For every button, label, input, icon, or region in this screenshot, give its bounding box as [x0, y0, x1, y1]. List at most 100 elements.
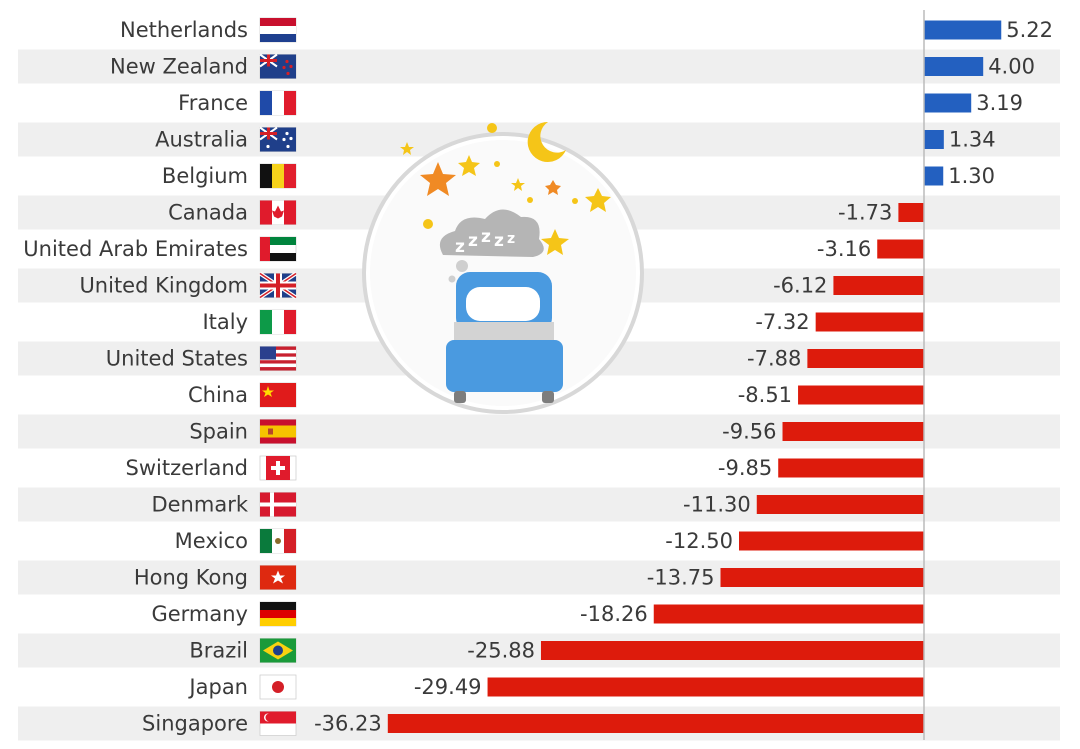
denmark-flag-icon: [259, 492, 297, 517]
bar: [778, 458, 924, 478]
bar-row-new-zealand: New Zealand 4.00: [110, 53, 1035, 79]
svg-text:z: z: [507, 231, 515, 247]
bar-row-switzerland: Switzerland -9.85: [126, 455, 924, 481]
data-label: 1.34: [949, 128, 996, 152]
category-label: Australia: [155, 128, 248, 152]
data-label: -9.85: [718, 456, 772, 480]
france-flag-icon: [259, 90, 297, 116]
data-label: -25.88: [467, 639, 535, 663]
bar: [924, 20, 1002, 40]
category-label: Canada: [168, 201, 248, 225]
singapore-flag-icon: [259, 711, 297, 736]
bar-row-spain: Spain -9.56: [189, 419, 924, 444]
data-label: -9.56: [722, 420, 776, 444]
bar-row-denmark: Denmark -11.30: [151, 492, 924, 517]
bar-row-mexico: Mexico -12.50: [175, 528, 924, 554]
belgium-flag-icon: [259, 163, 297, 189]
switzerland-flag-icon: [259, 455, 297, 481]
bar-row-singapore: Singapore -36.23: [142, 711, 924, 736]
bar: [924, 57, 984, 76]
category-label: Belgium: [162, 164, 248, 188]
australia-flag-icon: [259, 126, 297, 152]
row-band: [18, 49, 1060, 84]
svg-text:z: z: [468, 231, 478, 251]
bar-row-china: China -8.51: [188, 382, 924, 408]
category-label: Spain: [189, 420, 248, 444]
bar-row-canada: Canada -1.73: [168, 200, 924, 225]
bar-row-australia: Australia 1.34: [155, 126, 996, 152]
data-label: -13.75: [647, 566, 715, 590]
category-label: Singapore: [142, 712, 248, 736]
data-label: -12.50: [665, 529, 733, 553]
bar-row-hong-kong: Hong Kong -13.75: [134, 565, 924, 590]
category-label: Brazil: [189, 639, 248, 663]
japan-flag-icon: [259, 674, 297, 700]
data-label: -36.23: [314, 712, 382, 736]
data-label: 5.22: [1006, 18, 1053, 42]
category-label: Germany: [151, 602, 248, 626]
bar: [720, 568, 924, 587]
bar: [924, 166, 944, 186]
bar-row-united-states: United States -7.88: [106, 346, 924, 371]
uk-flag-icon: [258, 271, 298, 300]
sleeping-bed-icon: z z z z z: [362, 121, 644, 414]
bar-row-belgium: Belgium 1.30: [162, 163, 995, 189]
category-label: Mexico: [175, 529, 248, 553]
bar-row-united-kingdom: United Kingdom -6.12: [79, 271, 924, 300]
bar-row-japan: Japan -29.49: [187, 674, 924, 700]
bar-row-france: France 3.19: [178, 90, 1023, 116]
data-label: -8.51: [738, 383, 792, 407]
brazil-flag-icon: [259, 638, 297, 663]
chart-rows: Netherlands 5.22 New Zealand 4.00 France 3.19…: [23, 17, 1053, 736]
uae-flag-icon: [259, 236, 297, 262]
svg-text:z: z: [455, 237, 465, 257]
category-label: United States: [106, 347, 248, 371]
data-label: -3.16: [817, 237, 871, 261]
svg-text:z: z: [494, 231, 504, 251]
data-label: 4.00: [988, 55, 1035, 79]
data-label: -6.12: [773, 274, 827, 298]
data-label: 3.19: [976, 91, 1023, 115]
bar-row-italy: Italy -7.32: [202, 309, 924, 335]
bar: [387, 714, 924, 733]
data-label: -18.26: [580, 602, 648, 626]
usa-flag-icon: [259, 346, 297, 371]
bar: [756, 495, 924, 514]
bar-row-netherlands: Netherlands 5.22: [120, 17, 1053, 43]
category-label: Switzerland: [126, 456, 249, 480]
category-label: Hong Kong: [134, 566, 248, 590]
new-zealand-flag-icon: [259, 53, 297, 79]
bar: [924, 93, 972, 113]
hong-kong-flag-icon: [259, 565, 297, 590]
category-label: New Zealand: [110, 55, 248, 79]
category-label: France: [178, 91, 248, 115]
category-label: China: [188, 383, 248, 407]
category-label: Italy: [202, 310, 248, 334]
bar-row-brazil: Brazil -25.88: [189, 638, 924, 663]
bar: [807, 349, 924, 368]
data-label: -11.30: [683, 493, 751, 517]
china-flag-icon: [259, 382, 297, 408]
bar: [877, 239, 924, 259]
bar-row-united-arab-emirates: United Arab Emirates -3.16: [23, 236, 924, 262]
bar: [898, 203, 924, 222]
bar: [833, 276, 924, 295]
category-label: Netherlands: [120, 18, 248, 42]
data-label: -29.49: [414, 675, 482, 699]
svg-text:z: z: [481, 227, 491, 247]
data-label: -7.32: [755, 310, 809, 334]
bar: [739, 531, 924, 551]
bar: [924, 130, 944, 149]
category-label: Denmark: [151, 493, 248, 517]
data-label: -1.73: [838, 201, 892, 225]
bar: [540, 641, 924, 660]
canada-flag-icon: [259, 200, 297, 225]
bar: [487, 677, 924, 697]
bar: [815, 312, 924, 332]
bar: [798, 385, 924, 405]
spain-flag-icon: [259, 419, 297, 444]
bar-row-germany: Germany -18.26: [151, 601, 924, 627]
category-label: United Kingdom: [79, 274, 248, 298]
data-label: -7.88: [747, 347, 801, 371]
